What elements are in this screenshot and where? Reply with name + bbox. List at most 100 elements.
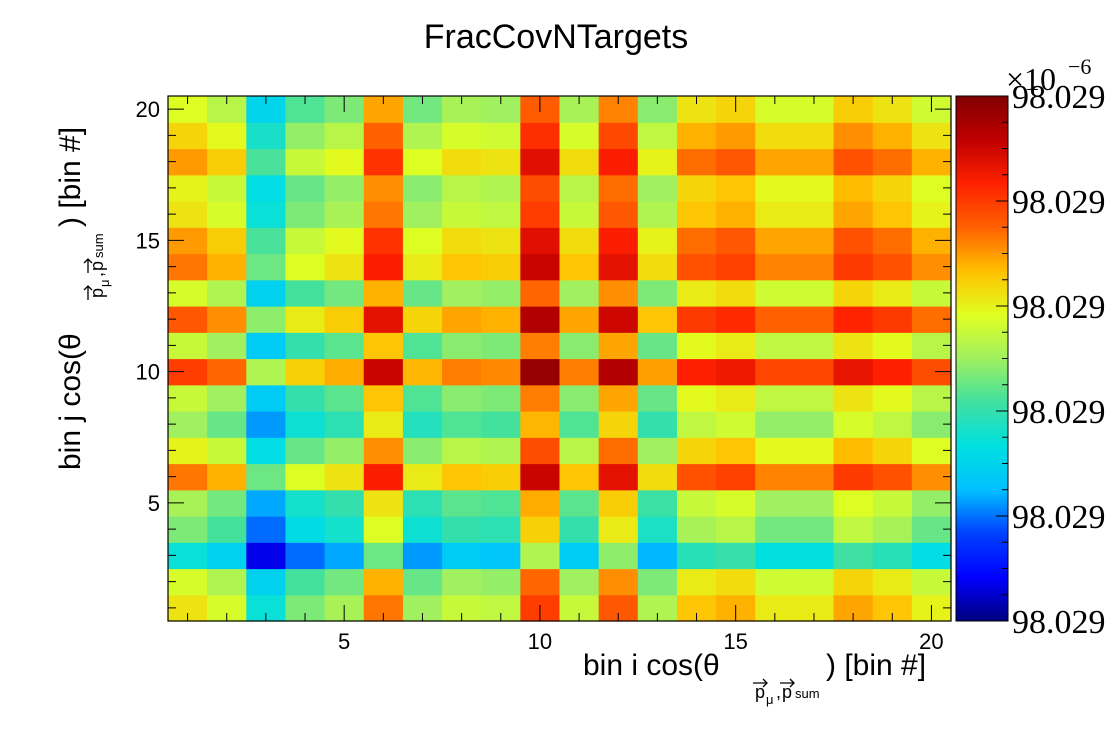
heatmap-cell: [833, 489, 874, 517]
heatmap-cell: [794, 253, 835, 281]
x-tick-label: 10: [528, 629, 552, 654]
heatmap-cell: [324, 174, 365, 202]
heatmap-cell: [324, 201, 365, 228]
heatmap-cell: [324, 437, 365, 465]
heatmap-cell: [794, 489, 835, 517]
heatmap-cell: [872, 568, 913, 596]
heatmap-cell: [285, 122, 326, 150]
heatmap-cell: [676, 279, 717, 307]
heatmap-cell: [872, 227, 913, 255]
heatmap-cell: [402, 542, 443, 570]
heatmap-cell: [598, 332, 639, 360]
heatmap-cell: [481, 489, 521, 517]
heatmap-cell: [872, 437, 913, 465]
heatmap-cell: [716, 411, 756, 438]
heatmap-cell: [246, 384, 287, 412]
heatmap-cell: [833, 201, 874, 228]
vector-arrow-icon: [83, 285, 93, 300]
heatmap-cell: [559, 122, 600, 150]
vector-arrow-icon: [83, 258, 93, 273]
y-tick-label: 20: [136, 97, 160, 122]
heatmap-cell: [402, 463, 443, 491]
heatmap-cell: [402, 516, 443, 543]
heatmap-cell: [598, 463, 639, 491]
heatmap-cell: [716, 122, 756, 150]
heatmap-cell: [520, 489, 561, 517]
heatmap-cell: [755, 174, 795, 202]
heatmap-cell: [324, 148, 365, 176]
y-axis-ticks: 5 10 15 20: [136, 97, 951, 609]
color-scale-tick-label: 98.029: [1012, 79, 1106, 116]
heatmap-cell: [481, 437, 521, 465]
heatmap-cell: [598, 148, 639, 176]
heatmap-cell: [363, 227, 404, 255]
heatmap-cell: [559, 463, 600, 491]
heatmap-cell: [716, 516, 756, 543]
heatmap-cell: [637, 148, 678, 176]
heatmap-cell: [324, 358, 365, 386]
heatmap-cell: [755, 437, 795, 465]
heatmap-cell: [794, 174, 835, 202]
heatmap-cell: [716, 148, 756, 176]
heatmap-cell: [872, 489, 913, 517]
heatmap-cell: [207, 122, 247, 150]
heatmap-cell: [833, 568, 874, 596]
heatmap-cell: [676, 253, 717, 281]
heatmap-cell: [872, 463, 913, 491]
heatmap-cell: [402, 306, 443, 333]
heatmap-cell: [207, 516, 247, 543]
heatmap-cell: [481, 122, 521, 150]
heatmap-cell: [598, 384, 639, 412]
exponent-power: −6: [1068, 54, 1091, 79]
heatmap-cell: [559, 358, 600, 386]
heatmap-cell: [794, 542, 835, 570]
heatmap-cell: [559, 253, 600, 281]
heatmap-cell: [637, 332, 678, 360]
heatmap-cell: [246, 306, 287, 333]
x-axis-label-sub-p2: p: [782, 682, 792, 702]
heatmap-cell: [285, 489, 326, 517]
heatmap-cell: [872, 279, 913, 307]
heatmap-cell: [442, 516, 482, 543]
heatmap-cell: [716, 463, 756, 491]
heatmap-cell: [481, 463, 521, 491]
heatmap-cell: [755, 306, 795, 333]
heatmap-cell: [481, 358, 521, 386]
x-axis-ticks: 5 10 15 20: [187, 96, 944, 654]
heatmap-cell: [442, 279, 482, 307]
heatmap-cell: [637, 489, 678, 517]
heatmap-cell: [559, 568, 600, 596]
heatmap-cell: [755, 411, 795, 438]
y-axis-label-sub-sep: ,: [87, 272, 107, 277]
heatmap-cell: [285, 306, 326, 333]
heatmap-cell: [481, 148, 521, 176]
heatmap-cell: [794, 122, 835, 150]
heatmap-cell: [207, 411, 247, 438]
heatmap-cell: [755, 489, 795, 517]
heatmap-cell: [363, 516, 404, 543]
heatmap-cell: [716, 279, 756, 307]
heatmap-cell: [481, 279, 521, 307]
heatmap-cell: [442, 306, 482, 333]
heatmap-cell: [363, 358, 404, 386]
heatmap-cell: [402, 411, 443, 438]
heatmap-cell: [559, 279, 600, 307]
heatmap-cell: [676, 542, 717, 570]
heatmap-cell: [285, 279, 326, 307]
heatmap-cell: [833, 122, 874, 150]
heatmap-cell: [520, 306, 561, 333]
heatmap-cell: [520, 516, 561, 543]
heatmap-cell: [442, 411, 482, 438]
x-tick-label: 5: [338, 629, 350, 654]
x-tick-label: 20: [919, 629, 943, 654]
heatmap-cell: [402, 227, 443, 255]
heatmap-cell: [520, 568, 561, 596]
heatmap-cell: [794, 384, 835, 412]
heatmap-cell: [442, 253, 482, 281]
heatmap-cell: [402, 358, 443, 386]
heatmap-cell: [559, 227, 600, 255]
heatmap-cell: [716, 358, 756, 386]
heatmap-cell: [794, 306, 835, 333]
color-scale-tick-label: 98.029: [1012, 499, 1106, 536]
heatmap-cell: [285, 437, 326, 465]
